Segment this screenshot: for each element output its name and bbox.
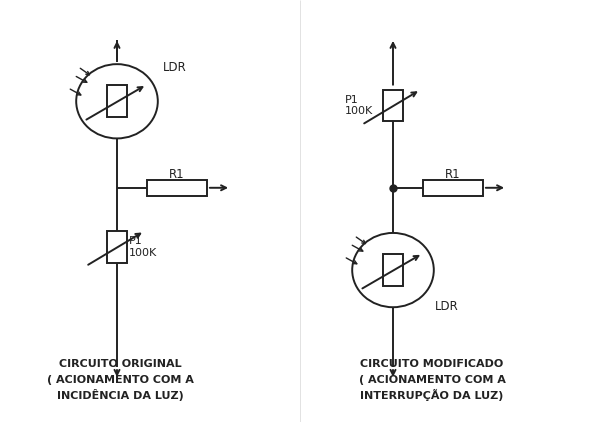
Text: INCIDÊNCIA DA LUZ): INCIDÊNCIA DA LUZ): [56, 389, 184, 401]
Text: P1
100K: P1 100K: [129, 236, 157, 258]
FancyBboxPatch shape: [107, 85, 127, 117]
FancyBboxPatch shape: [147, 180, 207, 196]
Text: INTERRUPÇÃO DA LUZ): INTERRUPÇÃO DA LUZ): [361, 389, 503, 401]
Text: LDR: LDR: [163, 61, 187, 74]
FancyBboxPatch shape: [107, 231, 127, 262]
Text: R1: R1: [445, 168, 461, 181]
Text: P1
100K: P1 100K: [345, 95, 373, 116]
FancyBboxPatch shape: [383, 254, 403, 286]
Text: CIRCUITO MODIFICADO: CIRCUITO MODIFICADO: [361, 359, 503, 369]
Text: LDR: LDR: [435, 300, 459, 314]
Text: CIRCUITO ORIGINAL: CIRCUITO ORIGINAL: [59, 359, 181, 369]
FancyBboxPatch shape: [423, 180, 483, 196]
Text: R1: R1: [169, 168, 185, 181]
FancyBboxPatch shape: [383, 90, 403, 121]
Text: ( ACIONAMENTO COM A: ( ACIONAMENTO COM A: [47, 375, 193, 385]
Text: ( ACIONAMENTO COM A: ( ACIONAMENTO COM A: [359, 375, 505, 385]
